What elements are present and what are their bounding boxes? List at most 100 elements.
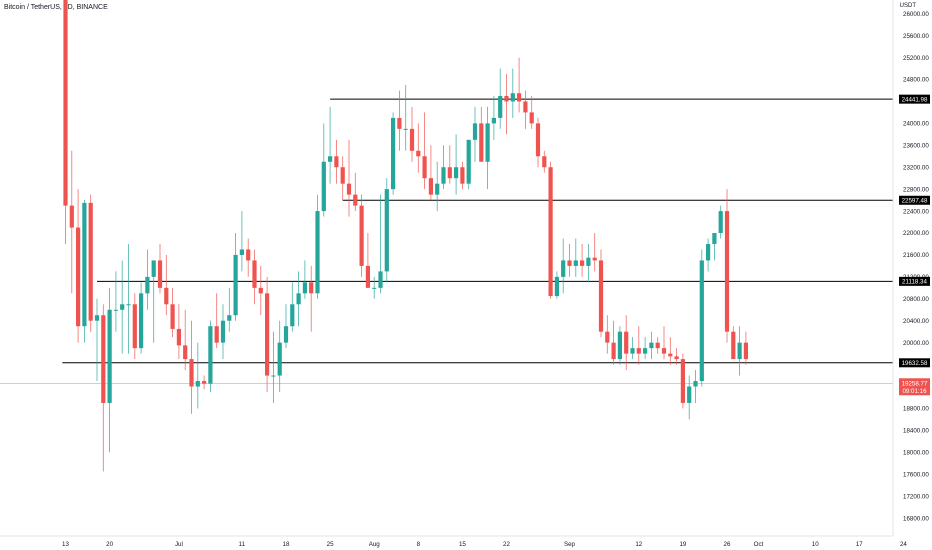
x-tick-label: 26 bbox=[724, 541, 731, 548]
candle bbox=[283, 304, 289, 349]
candle bbox=[491, 95, 496, 140]
candle-body bbox=[202, 381, 207, 384]
candle bbox=[233, 233, 238, 321]
candle bbox=[82, 200, 87, 343]
candle-body bbox=[630, 348, 635, 354]
x-tick-label: 17 bbox=[856, 541, 863, 548]
candle bbox=[435, 161, 440, 212]
candle-body bbox=[82, 202, 87, 327]
candle bbox=[699, 249, 704, 387]
candle bbox=[466, 139, 471, 190]
candle-body bbox=[523, 101, 528, 113]
candle bbox=[517, 57, 522, 113]
candle-body bbox=[170, 304, 175, 329]
candle bbox=[712, 233, 717, 261]
candle-body bbox=[183, 345, 188, 360]
candle bbox=[617, 326, 622, 365]
candle bbox=[504, 74, 509, 135]
candle-body bbox=[617, 331, 622, 360]
y-tick-label: 21600.00 bbox=[903, 252, 929, 259]
y-tick-label: 22000.00 bbox=[903, 230, 929, 237]
candle bbox=[542, 150, 547, 173]
candle-body bbox=[214, 326, 219, 343]
candle-body bbox=[397, 117, 402, 129]
candle bbox=[145, 249, 150, 310]
candle-body bbox=[409, 128, 415, 151]
candle bbox=[561, 238, 566, 294]
y-tick-label: 17600.00 bbox=[903, 471, 929, 478]
candle-body bbox=[283, 326, 289, 343]
candle-body bbox=[101, 315, 106, 403]
candle-body bbox=[157, 260, 163, 288]
candle-body bbox=[517, 93, 522, 102]
candle bbox=[447, 145, 452, 184]
y-tick-label: 20800.00 bbox=[903, 296, 929, 303]
candle bbox=[378, 194, 383, 294]
candle bbox=[693, 370, 698, 403]
candle-body bbox=[271, 375, 276, 377]
candle-body bbox=[126, 304, 131, 306]
candle-body bbox=[422, 156, 427, 179]
candle-body bbox=[145, 276, 150, 294]
candle-body bbox=[76, 227, 81, 327]
candle-body bbox=[680, 359, 685, 403]
candle bbox=[227, 287, 232, 332]
candle bbox=[132, 293, 137, 360]
candle-body bbox=[290, 304, 295, 327]
candle-body bbox=[302, 282, 307, 294]
candle bbox=[649, 331, 654, 360]
candle bbox=[139, 282, 144, 354]
candles-layer bbox=[63, 0, 748, 472]
candle bbox=[737, 326, 742, 376]
candle-body bbox=[315, 211, 320, 294]
candle bbox=[164, 254, 169, 316]
candle bbox=[674, 348, 679, 365]
candle-body bbox=[605, 331, 610, 343]
y-tick-label: 25200.00 bbox=[903, 55, 929, 62]
candle bbox=[586, 243, 591, 283]
candle-body bbox=[359, 205, 364, 266]
candle-body bbox=[693, 381, 698, 387]
candle-body bbox=[472, 123, 478, 140]
y-tick-label: 25600.00 bbox=[903, 33, 929, 40]
y-tick-label: 20000.00 bbox=[903, 340, 929, 347]
candle-body bbox=[561, 260, 566, 277]
candle-body bbox=[498, 95, 503, 118]
x-tick-label: 13 bbox=[62, 541, 69, 548]
candle bbox=[668, 337, 673, 365]
candle-body bbox=[334, 156, 339, 168]
y-tick-label: 22400.00 bbox=[903, 208, 929, 215]
candle-body bbox=[372, 287, 377, 289]
x-tick-label: Oct bbox=[754, 541, 764, 548]
level-price-tag bbox=[899, 94, 930, 104]
candle-body bbox=[435, 183, 440, 195]
candle-body bbox=[655, 342, 660, 349]
candle bbox=[151, 260, 156, 343]
candle-body bbox=[189, 359, 194, 387]
candle bbox=[592, 233, 597, 272]
candle-body bbox=[246, 249, 251, 261]
candle-body bbox=[384, 189, 389, 272]
candle-body bbox=[239, 249, 244, 255]
candle-body bbox=[586, 257, 591, 266]
candle bbox=[113, 271, 118, 332]
candle bbox=[334, 139, 339, 184]
candle-body bbox=[227, 315, 232, 321]
x-tick-label: Aug bbox=[369, 541, 381, 548]
candle bbox=[428, 145, 433, 201]
candle bbox=[485, 106, 490, 190]
candle bbox=[107, 287, 112, 453]
candle-body bbox=[378, 271, 383, 288]
candle bbox=[189, 320, 194, 414]
candle-body bbox=[460, 167, 465, 184]
candle-body bbox=[120, 304, 125, 310]
candle-body bbox=[107, 309, 112, 403]
candle-body bbox=[706, 243, 711, 261]
candle bbox=[573, 238, 578, 277]
candle bbox=[460, 161, 465, 190]
candle-body bbox=[258, 287, 263, 294]
y-tick-label: 23600.00 bbox=[903, 143, 929, 150]
candle bbox=[706, 238, 711, 272]
candle bbox=[580, 243, 585, 277]
x-tick-label: 19 bbox=[679, 541, 686, 548]
